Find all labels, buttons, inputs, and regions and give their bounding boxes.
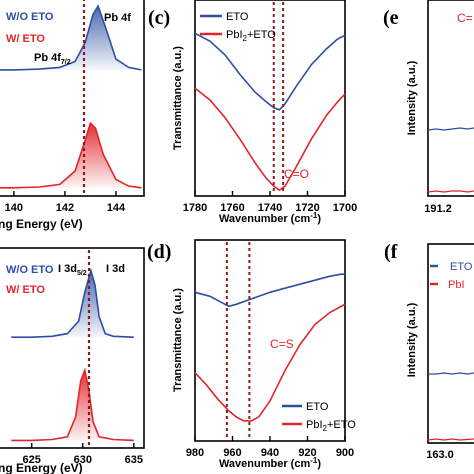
panel-b-series-fill-1 [11,370,134,441]
panel-f-legend-pbi: PbI [448,279,465,291]
panel-c-xlabel: Wavenumber (cm-1) [219,211,321,225]
panel-a-title: Pb 4f [104,12,131,24]
panel-c-ticks-label: 1760 [220,202,244,214]
panel-d-legend-pbi: PbI2+ETO [306,419,356,433]
panel-b-series-line-0 [11,267,134,338]
panel-d-ticks-label: 900 [336,447,354,459]
panel-b-series [11,267,134,442]
panel-b-legend-1: W/O ETO [6,264,54,276]
panel-d-annotation: C=S [270,337,294,351]
panel-b: W/O ETO W/ ETO I 3d I 3d5/2 625 630 635 ng… [0,247,145,474]
panel-c-series-line-1 [194,87,346,192]
panel-e-frame [427,0,474,197]
panel-c-legend-sub: 2 [243,34,248,43]
panel-c-ylabel: Transmittance (a.u.) [172,46,184,150]
panel-e-series-2 [427,190,474,193]
panel-d-xlabel-sup: -1 [310,456,318,465]
panel-a-legend-1: W/O ETO [6,11,54,23]
panel-d-marker-lines [225,242,251,439]
panel-b-xlabel: ng Energy (eV) [0,461,83,474]
panel-c-ticks: 1780 1760 1740 1720 1700 [183,191,357,214]
panel-d-ticks: 980 960 940 920 900 [186,436,354,459]
panel-d-xlabel-end: ) [317,458,321,470]
panel-d-ticks-label: 980 [186,447,204,459]
panel-d-legend-tail: +ETO [327,419,356,431]
panel-b-ticks-label: 635 [125,454,143,466]
panel-a-ticks: 140 142 144 [5,191,126,214]
panel-a-series-fill-0 [0,6,142,70]
panel-b-ticks-label: 630 [74,454,92,466]
panel-c-legend: ETO PbI2+ETO [200,11,276,43]
panel-c-legend-pbi: PbI2+ETO [226,29,276,43]
panel-c-legend-tail: +ETO [247,29,276,41]
panel-b-series-line-1 [11,367,134,442]
panel-d-label: (d) [147,241,171,263]
panel-e-annotation: C= [457,11,473,25]
panel-c-marker-lines [272,2,285,194]
panel-d-legend-eto: ETO [306,401,329,413]
panel-b-legend-2: W/ ETO [6,284,45,296]
panel-a-ticks-label: 144 [107,202,126,214]
panel-c-ticks-label: 1700 [333,202,357,214]
panel-c-xlabel-end: ) [317,213,321,225]
panel-d: (d) C=S ETO PbI2+ETO 980 960 940 920 900 Wav… [147,239,356,470]
panel-d-series [194,273,346,422]
panel-d-ylabel: Transmittance (a.u.) [172,288,184,392]
panel-d-series-line-1 [194,303,346,422]
panel-a-peak-label: Pb 4f7/2 [34,52,71,66]
panel-e: (e C= 191.2 Intensity (a.u.) [383,0,474,215]
panel-d-xlabel: Wavenumber (cm-1) [219,456,321,470]
panel-d-legend: ETO PbI2+ETO [282,401,356,433]
panel-f-ylabel: Intensity (a.u.) [406,302,418,377]
panel-c: (c) ETO PbI2+ETO C=O 1780 1760 1740 1720 170… [148,0,357,225]
panel-c-series-line-0 [194,32,346,111]
panel-e-series-1 [427,127,474,131]
panel-f-series-1 [428,372,474,375]
panel-f-label: (f [384,241,398,263]
panel-d-ticks-label: 960 [223,447,241,459]
panel-b-ticks: 625 630 635 [23,443,143,466]
panel-a-ticks-label: 142 [56,202,74,214]
panel-a-legend-2: W/ ETO [6,33,45,45]
panel-e-ylabel: Intensity (a.u.) [406,60,418,135]
panel-f-tick-label: 163.0 [426,449,454,461]
panel-b-ticks-label: 625 [23,454,41,466]
panel-d-series-line-0 [194,273,345,308]
panel-f-legend-eto: ETO [450,261,473,273]
panel-c-annotation: C=O [284,167,309,181]
panel-a-series [0,4,142,189]
panel-e-label: (e [383,7,399,29]
panel-a-series-fill-1 [0,123,142,188]
panel-d-legend-sub: 2 [323,424,328,433]
panel-e-ticks: 191.2 [424,203,452,215]
panel-a-series-line-0 [0,4,142,71]
panel-b-frame [0,247,145,449]
panel-f-ticks: 163.0 [426,449,454,461]
panel-c-ticks-label: 1740 [258,202,282,214]
panel-f-frame [427,243,474,444]
panel-b-title: I 3d [106,263,125,275]
panel-c-ticks-label: 1720 [295,202,319,214]
panel-d-ticks-label: 920 [298,447,316,459]
panel-c-ticks-label: 1780 [183,202,207,214]
panel-c-legend-eto: ETO [226,11,249,23]
panel-a-xlabel: ng Energy (eV) [0,217,83,231]
panel-a-frame [0,0,145,197]
panel-c-label: (c) [148,7,170,29]
panel-d-ticks-label: 940 [261,447,279,459]
panel-a: W/O ETO W/ ETO Pb 4f Pb 4f7/2 140 142 144 … [0,0,145,231]
panel-a-series-line-1 [0,121,142,189]
panel-c-xlabel-sup: -1 [310,211,318,220]
panel-e-tick-label: 191.2 [424,203,452,215]
panel-f: (f ETO PbI 163.0 Intensity (a.u.) [384,241,474,461]
panel-a-ticks-label: 140 [5,202,23,214]
panel-c-series [194,32,346,192]
panel-f-series-2 [427,438,474,441]
panel-b-peak-label: I 3d5/2 [58,263,87,277]
